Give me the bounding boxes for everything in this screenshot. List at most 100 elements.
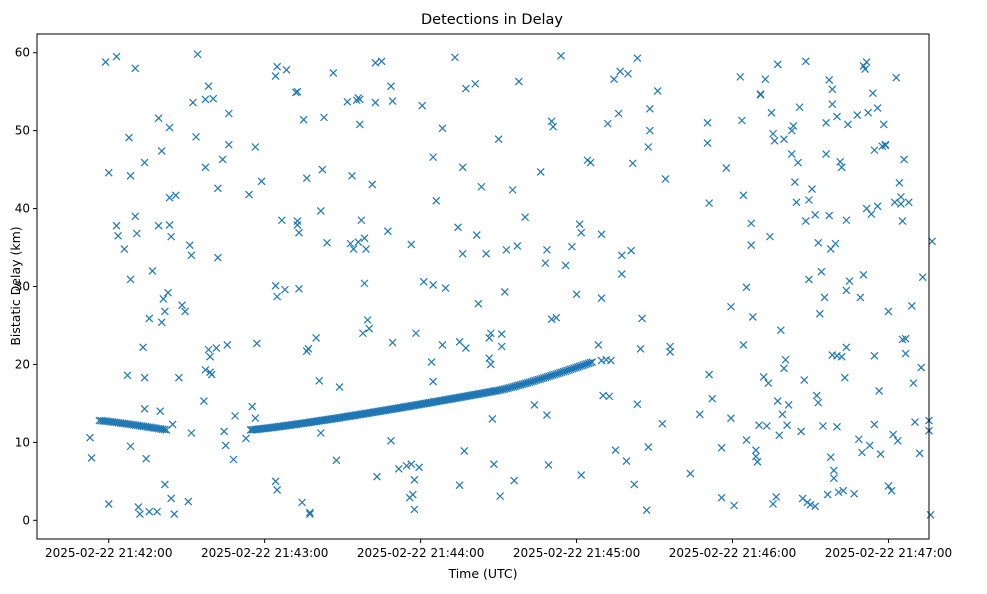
data-point-marker <box>928 237 937 246</box>
data-point-marker <box>772 492 781 501</box>
data-point-marker <box>909 379 918 388</box>
data-point-marker <box>500 288 509 296</box>
data-point-marker <box>630 480 639 489</box>
data-point-marker <box>686 469 695 478</box>
data-point-marker <box>717 493 726 502</box>
data-point-marker <box>597 294 606 303</box>
data-point-marker <box>616 67 625 76</box>
data-point-marker <box>349 245 358 254</box>
data-point-marker <box>893 436 902 445</box>
data-point-marker <box>201 95 210 104</box>
data-point-marker <box>605 392 614 401</box>
data-point-marker <box>104 500 113 508</box>
data-point-marker <box>204 82 213 91</box>
data-point-marker <box>633 54 642 63</box>
data-point-marker <box>867 210 876 218</box>
data-point-marker <box>305 510 314 518</box>
data-point-marker <box>828 100 837 109</box>
data-point-marker <box>164 288 172 297</box>
data-point-marker <box>418 101 427 110</box>
data-point-marker <box>808 185 816 194</box>
data-point-marker <box>549 122 558 131</box>
data-point-marker <box>295 228 303 237</box>
data-point-marker <box>926 510 935 519</box>
data-point-marker <box>856 293 865 302</box>
data-point-marker <box>884 482 893 490</box>
data-point-marker <box>295 284 303 293</box>
data-point-marker <box>140 373 149 382</box>
data-point-marker <box>815 309 824 318</box>
data-point-marker <box>817 267 826 276</box>
data-point-marker <box>588 358 597 367</box>
data-point-marker <box>917 363 926 372</box>
data-point-marker <box>126 171 135 180</box>
data-point-marker <box>833 422 841 431</box>
data-point-marker <box>610 75 618 84</box>
data-point-marker <box>575 220 584 229</box>
data-point-marker <box>189 98 197 107</box>
data-point-marker <box>157 318 166 327</box>
data-point-marker <box>879 120 888 129</box>
data-point-marker <box>388 97 397 105</box>
data-point-marker <box>897 199 905 208</box>
data-point-marker <box>373 472 381 481</box>
data-point-marker <box>658 419 667 428</box>
chart-title: Detections in Delay <box>421 12 563 28</box>
data-point-marker <box>781 355 790 364</box>
data-point-marker <box>201 163 210 172</box>
data-point-marker <box>438 341 447 349</box>
data-point-marker <box>346 239 355 248</box>
data-point-marker <box>898 217 907 225</box>
data-point-marker <box>722 164 731 172</box>
data-point-marker <box>477 182 486 191</box>
data-point-marker <box>708 394 717 403</box>
data-point-marker <box>510 476 519 485</box>
data-point-marker <box>221 441 230 450</box>
data-point-marker <box>273 292 282 301</box>
data-point-marker <box>761 75 770 84</box>
data-point-marker <box>645 104 654 113</box>
data-point-marker <box>451 53 459 62</box>
data-point-marker <box>145 314 154 323</box>
data-point-marker <box>184 497 193 506</box>
data-point-marker <box>335 383 344 391</box>
data-point-marker <box>412 329 420 338</box>
data-point-marker <box>769 129 777 138</box>
data-point-marker <box>174 373 183 382</box>
data-point-marker <box>167 232 176 241</box>
y-tick-label: 60 <box>15 46 30 60</box>
data-point-marker <box>638 314 646 323</box>
data-point-marker <box>165 123 174 132</box>
data-point-marker <box>204 345 213 354</box>
data-point-marker <box>811 210 820 219</box>
data-point-marker <box>156 407 165 416</box>
data-point-marker <box>298 498 307 507</box>
data-point-marker <box>455 337 464 346</box>
data-point-marker <box>312 334 321 342</box>
data-point-marker <box>181 307 190 316</box>
data-point-marker <box>739 191 748 200</box>
data-point-marker <box>251 414 260 423</box>
data-point-marker <box>756 90 765 98</box>
data-point-marker <box>271 72 280 81</box>
y-tick-label: 20 <box>15 357 30 371</box>
data-point-marker <box>273 485 282 494</box>
data-point-marker <box>636 344 645 353</box>
data-point-marker <box>751 446 760 455</box>
data-point-marker <box>458 249 467 258</box>
data-point-marker <box>837 352 846 361</box>
data-point-marker <box>666 348 675 356</box>
data-point-marker <box>363 316 372 324</box>
data-point-marker <box>120 245 129 254</box>
data-point-marker <box>415 463 423 472</box>
data-point-marker <box>828 85 837 94</box>
data-point-marker <box>627 246 636 255</box>
data-point-marker <box>126 275 135 284</box>
data-point-marker <box>438 124 447 133</box>
data-point-marker <box>747 219 756 228</box>
y-axis-label: Bistatic Delay (km) <box>8 226 23 345</box>
data-point-marker <box>814 238 823 247</box>
data-point-marker <box>320 113 328 122</box>
data-point-marker <box>223 341 232 349</box>
data-point-marker <box>594 341 603 349</box>
